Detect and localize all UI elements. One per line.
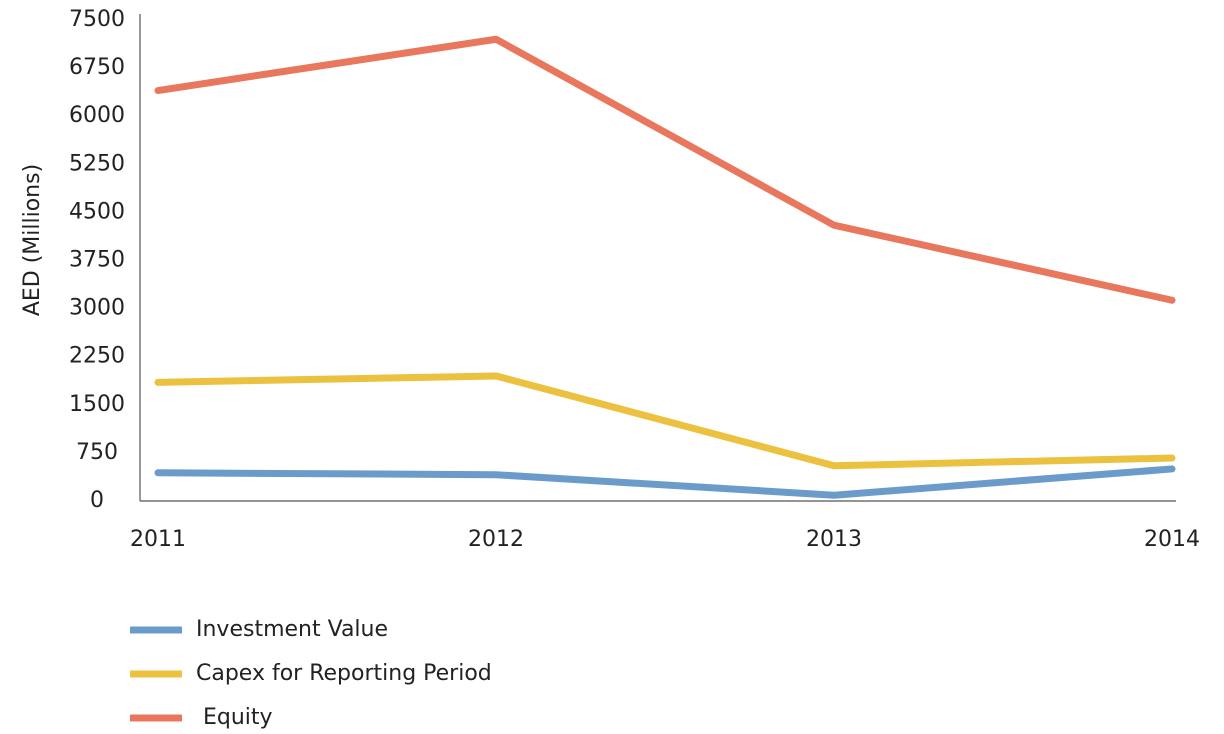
- x-tick-label: 2014: [1144, 527, 1200, 552]
- series-line: [154, 372, 1176, 470]
- y-tick-label: 3000: [69, 296, 125, 321]
- y-tick-label: 4500: [69, 199, 125, 224]
- y-tick-label: 5250: [69, 151, 125, 176]
- series-line: [154, 35, 1176, 304]
- y-tick-label: 6000: [69, 103, 125, 128]
- legend-label: Capex for Reporting Period: [196, 661, 492, 686]
- y-tick-label: 3750: [69, 248, 125, 273]
- series-line: [154, 465, 1176, 499]
- y-tick-label: 7500: [69, 7, 125, 32]
- y-tick-label: 750: [76, 440, 118, 465]
- legend-label: Equity: [196, 705, 273, 730]
- y-tick-label: 6750: [69, 55, 125, 80]
- x-tick-label: 2013: [806, 527, 862, 552]
- y-tick-label: 2250: [69, 344, 125, 369]
- x-tick-label: 2011: [130, 527, 186, 552]
- y-tick-label: 1500: [69, 392, 125, 417]
- legend-label: Investment Value: [196, 617, 388, 642]
- x-tick-label: 2012: [468, 527, 524, 552]
- y-axis-label: AED (Millions): [20, 164, 45, 316]
- y-tick-label: 0: [90, 488, 104, 513]
